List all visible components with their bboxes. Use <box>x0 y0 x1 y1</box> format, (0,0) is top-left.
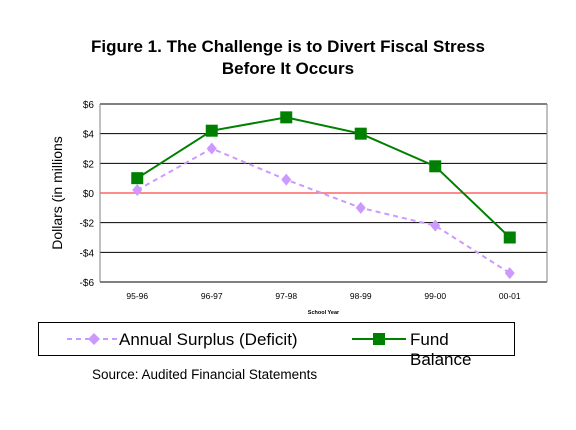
y-tick-label: $6 <box>83 100 95 111</box>
y-axis-title: Dollars (in millions <box>49 136 65 250</box>
x-tick-label: 99-00 <box>424 291 446 301</box>
legend-swatches <box>67 333 406 345</box>
data-point-fund-balance <box>354 127 367 140</box>
source-note: Source: Audited Financial Statements <box>92 367 318 382</box>
legend-label-fund-balance: Fund Balance <box>410 330 472 369</box>
y-tick-label: $2 <box>83 159 95 170</box>
legend-marker-fund-balance <box>373 333 385 345</box>
legend-label-annual-surplus: Annual Surplus (Deficit) <box>119 330 298 349</box>
data-point-fund-balance <box>205 124 218 137</box>
y-tick-label: -$2 <box>80 219 95 230</box>
data-point-annual-surplus <box>281 173 292 186</box>
x-tick-label: 97-98 <box>275 291 297 301</box>
y-tick-label: -$4 <box>80 248 95 259</box>
series-line-annual-surplus <box>136 147 511 274</box>
x-tick-label: 95-96 <box>126 291 148 301</box>
data-point-annual-surplus <box>355 201 366 214</box>
chart-legend: Annual Surplus (Deficit) Fund Balance <box>38 322 515 369</box>
x-tick-label: 98-99 <box>350 291 372 301</box>
data-point-fund-balance <box>280 111 293 124</box>
data-point-annual-surplus <box>504 267 515 280</box>
data-point-fund-balance <box>503 231 516 244</box>
x-tick-label: 96-97 <box>201 291 223 301</box>
x-tick-label: 00-01 <box>499 291 521 301</box>
data-point-annual-surplus <box>430 219 441 232</box>
series-line-fund-balance <box>136 116 511 239</box>
chart-title: Figure 1. The Challenge is to Divert Fis… <box>0 36 576 80</box>
y-tick-label: -$6 <box>80 278 95 289</box>
y-tick-label: $4 <box>83 130 95 141</box>
data-point-fund-balance <box>429 160 442 173</box>
chart-title-line-2: Before It Occurs <box>221 59 355 78</box>
data-point-fund-balance <box>131 172 144 185</box>
y-tick-label: $0 <box>83 189 95 200</box>
x-axis-title: School Year <box>308 310 340 316</box>
legend-marker-annual-surplus <box>88 333 100 345</box>
data-point-annual-surplus <box>132 184 143 197</box>
chart-title-line-1: Figure 1. The Challenge is to Divert Fis… <box>91 37 485 56</box>
data-point-annual-surplus <box>206 142 217 155</box>
